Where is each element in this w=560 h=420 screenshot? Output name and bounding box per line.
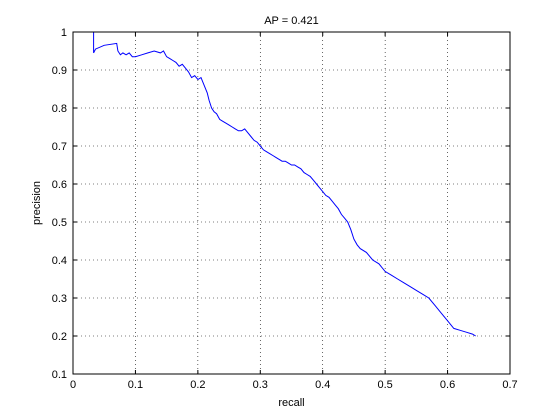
y-tick-label: 0.4 [52, 255, 67, 267]
y-tick-label: 0.3 [52, 293, 67, 305]
x-axis-label: recall [278, 397, 304, 409]
y-tick-label: 0.5 [52, 217, 67, 229]
x-tick-label: 0.4 [315, 379, 330, 391]
x-tick-label: 0.6 [440, 379, 455, 391]
precision-recall-curve [93, 32, 476, 337]
y-tick-label: 1 [61, 27, 67, 39]
y-tick-label: 0.1 [52, 369, 67, 381]
y-axis-label: precision [31, 181, 43, 225]
x-tick-label: 0 [70, 379, 76, 391]
y-tick-label: 0.7 [52, 141, 67, 153]
x-tick-label: 0.3 [253, 379, 268, 391]
x-tick-label: 0.7 [502, 379, 517, 391]
plot-area-frame [72, 31, 511, 375]
tick-layer: 0 0.1 0.2 0.3 0.4 0.5 0.6 0.70.10.20.30.40.50.6… [52, 27, 518, 391]
y-tick-label: 0.9 [52, 65, 67, 77]
y-tick-label: 0.2 [52, 331, 67, 343]
chart-title: AP = 0.421 [264, 15, 319, 27]
y-tick-label: 0.6 [52, 179, 67, 191]
y-tick-label: 0.8 [52, 103, 67, 115]
x-tick-label: 0.1 [128, 379, 143, 391]
x-tick-label: 0.2 [190, 379, 205, 391]
x-tick-label: 0.5 [377, 379, 392, 391]
